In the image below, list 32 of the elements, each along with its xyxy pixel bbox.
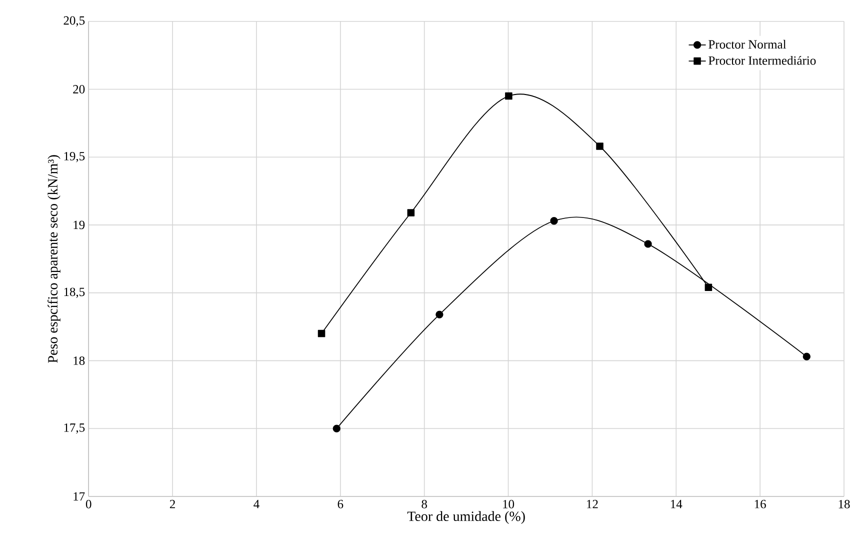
point xyxy=(644,240,652,248)
y-tick-label: 19 xyxy=(74,220,85,230)
y-tick-label: 19,5 xyxy=(64,152,85,162)
x-axis-title: Teor de umidade (%) xyxy=(407,511,525,524)
x-tick-label: 6 xyxy=(338,500,344,508)
y-tick-label: 17,5 xyxy=(64,423,85,434)
point xyxy=(596,142,604,150)
y-tick-label: 18,5 xyxy=(64,288,85,298)
point xyxy=(407,209,415,216)
y-axis-title: Peso espcífico aparente seco (kN/m³) xyxy=(48,155,60,363)
x-tick-label: 8 xyxy=(422,500,427,508)
point xyxy=(802,352,810,360)
point xyxy=(436,310,444,318)
x-tick-label: 18 xyxy=(838,500,850,508)
legend-label: Proctor Intermediário xyxy=(708,56,816,65)
x-tick-label: 12 xyxy=(587,500,598,508)
point xyxy=(550,217,558,225)
x-tick-label: 10 xyxy=(503,500,514,508)
point xyxy=(505,92,512,100)
x-tick-label: 16 xyxy=(754,500,766,508)
point xyxy=(332,424,340,432)
y-tick-label: 17 xyxy=(74,492,85,501)
point xyxy=(318,330,326,338)
x-tick-label: 0 xyxy=(86,500,92,508)
y-tick-label: 18 xyxy=(74,356,85,365)
point xyxy=(704,284,712,292)
x-tick-label: 14 xyxy=(670,500,682,508)
x-tick-label: 2 xyxy=(170,500,175,508)
y-tick-label: 20,5 xyxy=(64,16,85,26)
x-tick-label: 4 xyxy=(254,500,260,508)
legend-label: Proctor Normal xyxy=(708,40,786,49)
y-tick-label: 20 xyxy=(73,85,85,94)
